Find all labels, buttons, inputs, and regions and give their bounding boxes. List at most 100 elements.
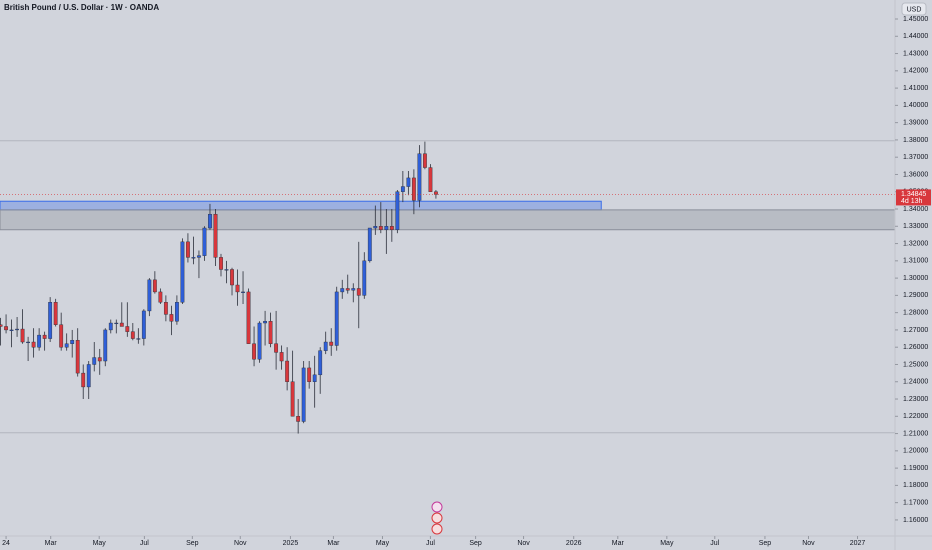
y-tick-label: 1.20000 bbox=[903, 448, 928, 455]
candle-body bbox=[274, 343, 279, 353]
candle-body bbox=[373, 226, 378, 229]
candle-body bbox=[75, 340, 80, 374]
y-tick-label: 1.37000 bbox=[903, 154, 928, 161]
x-tick-label: Jul bbox=[140, 540, 149, 547]
candle-body bbox=[180, 241, 185, 303]
candle-body bbox=[9, 329, 14, 331]
y-tick-label: 1.36000 bbox=[903, 171, 928, 178]
candle-body bbox=[141, 310, 146, 339]
x-tick-label: 2025 bbox=[283, 540, 299, 547]
event-icon[interactable] bbox=[431, 501, 443, 513]
candle-body bbox=[428, 167, 433, 192]
event-icon[interactable] bbox=[431, 523, 443, 535]
candle-body bbox=[290, 381, 295, 417]
candle-body bbox=[351, 288, 356, 291]
candle-body bbox=[4, 326, 8, 331]
candle-body bbox=[268, 321, 273, 344]
candle-body bbox=[86, 364, 91, 388]
candle-body bbox=[279, 352, 284, 362]
y-tick-label: 1.29000 bbox=[903, 292, 928, 299]
candle-body bbox=[224, 269, 229, 271]
candle-body bbox=[92, 357, 97, 365]
x-tick-label: Jul bbox=[710, 540, 719, 547]
x-tick-label: 24 bbox=[2, 540, 10, 547]
candle-body bbox=[103, 329, 108, 362]
candle-body bbox=[219, 257, 223, 270]
candle-body bbox=[257, 322, 262, 360]
candle-body bbox=[59, 324, 64, 348]
candle-body bbox=[70, 340, 75, 344]
y-tick-label: 1.44000 bbox=[903, 33, 928, 40]
currency-label[interactable]: USD bbox=[907, 6, 922, 13]
candle-body bbox=[411, 177, 416, 201]
candle-body bbox=[147, 279, 152, 312]
candle-body bbox=[422, 153, 427, 168]
last-price-label: 1.34845 bbox=[901, 191, 926, 198]
x-tick-label: Nov bbox=[234, 540, 247, 547]
candle-body bbox=[312, 374, 317, 382]
x-tick-label: Nov bbox=[802, 540, 815, 547]
candle-body bbox=[340, 288, 345, 293]
y-tick-label: 1.39000 bbox=[903, 119, 928, 126]
candle-body bbox=[296, 416, 301, 422]
candle-body bbox=[362, 260, 367, 296]
candle-body bbox=[97, 357, 102, 362]
candle-body bbox=[31, 341, 36, 348]
x-tick-label: May bbox=[93, 540, 107, 547]
candle-body bbox=[235, 284, 240, 293]
y-tick-label: 1.30000 bbox=[903, 275, 928, 282]
candle-body bbox=[163, 302, 168, 315]
candle-body bbox=[81, 372, 86, 388]
y-tick-label: 1.32000 bbox=[903, 240, 928, 247]
candle-body bbox=[186, 241, 190, 258]
candle-body bbox=[0, 324, 3, 327]
candle-body bbox=[400, 186, 405, 192]
candle-body bbox=[230, 269, 234, 286]
x-tick-label: Sep bbox=[186, 540, 199, 547]
candle-body bbox=[378, 226, 383, 230]
y-tick-label: 1.27000 bbox=[903, 327, 928, 334]
candle-body bbox=[384, 226, 389, 230]
candle-body bbox=[114, 322, 119, 325]
candle-body bbox=[169, 314, 174, 322]
event-icon[interactable] bbox=[431, 512, 443, 524]
y-tick-label: 1.38000 bbox=[903, 137, 928, 144]
chart-title: British Pound / U.S. Dollar · 1W · OANDA bbox=[4, 3, 159, 12]
candle-body bbox=[37, 334, 42, 348]
x-tick-label: Mar bbox=[45, 540, 58, 547]
y-tick-label: 1.28000 bbox=[903, 309, 928, 316]
candle-body bbox=[241, 291, 245, 293]
candle-body bbox=[395, 191, 400, 230]
candle-body bbox=[174, 302, 179, 322]
candle-body bbox=[152, 279, 157, 293]
candle-body bbox=[191, 257, 196, 259]
candle-body bbox=[406, 177, 411, 187]
y-tick-label: 1.31000 bbox=[903, 258, 928, 265]
y-tick-label: 1.26000 bbox=[903, 344, 928, 351]
last-price-box bbox=[896, 189, 931, 206]
candle-body bbox=[345, 288, 350, 291]
plot-area bbox=[0, 140, 896, 434]
candle-body bbox=[367, 227, 372, 262]
y-tick-label: 1.45000 bbox=[903, 16, 928, 23]
candle-body bbox=[307, 367, 312, 382]
candle-body bbox=[356, 288, 361, 296]
candle-body bbox=[197, 255, 201, 258]
candle-body bbox=[15, 328, 19, 331]
y-tick-label: 1.41000 bbox=[903, 85, 928, 92]
currency-button[interactable] bbox=[901, 2, 927, 16]
candle-body bbox=[202, 227, 207, 256]
candle-body bbox=[285, 360, 290, 382]
zone bbox=[0, 209, 896, 231]
candle-body bbox=[42, 334, 47, 339]
candle-body bbox=[108, 322, 113, 331]
event-icons bbox=[431, 501, 443, 535]
x-tick-label: Jul bbox=[426, 540, 435, 547]
x-tick-label: Sep bbox=[759, 540, 772, 547]
candle-body bbox=[263, 321, 267, 324]
candle-body bbox=[329, 341, 334, 346]
candle-body bbox=[246, 291, 251, 344]
candle-body bbox=[208, 213, 212, 229]
